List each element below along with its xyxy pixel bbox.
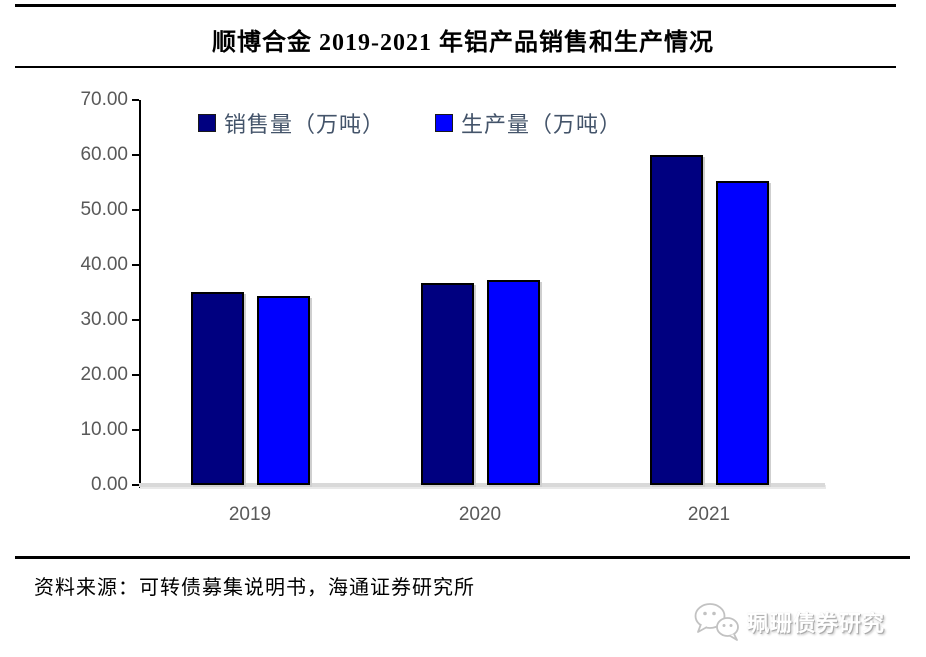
x-axis-baseline <box>139 483 825 487</box>
source-note: 资料来源：可转债募集说明书，海通证券研究所 <box>34 577 475 599</box>
bar-2020-series1 <box>486 280 540 485</box>
y-tick-label: 70.00 <box>80 89 128 110</box>
bar-2019-series0 <box>190 291 244 485</box>
y-tick-mark <box>132 154 139 156</box>
legend-item: 生产量（万吨） <box>435 107 622 139</box>
chart-legend: 销售量（万吨） 生产量（万吨） <box>198 108 622 138</box>
legend-swatch <box>198 114 216 132</box>
y-tick-mark <box>132 99 139 101</box>
wechat-icon <box>694 603 739 641</box>
watermark: 珮珊债券研究 <box>693 602 885 642</box>
bar-2021-series1 <box>715 181 769 485</box>
watermark-text: 珮珊债券研究 <box>747 611 886 636</box>
y-tick-label: 50.00 <box>80 199 128 220</box>
x-tick-label: 2019 <box>228 504 272 525</box>
y-tick-label: 30.00 <box>80 309 128 330</box>
legend-label: 销售量（万吨） <box>224 112 386 137</box>
y-tick-label: 20.00 <box>80 364 128 385</box>
bottom-border-line <box>15 556 910 559</box>
y-tick-mark <box>132 264 139 266</box>
chart-title: 顺博合金 2019-2021 年铝产品销售和生产情况 <box>212 30 714 56</box>
y-tick-mark <box>132 209 139 211</box>
y-tick-mark <box>132 374 139 376</box>
legend-item: 销售量（万吨） <box>198 107 385 139</box>
bar-2021-series0 <box>649 155 703 485</box>
bar-2020-series0 <box>420 282 474 485</box>
legend-swatch <box>435 114 454 132</box>
top-border-line <box>15 4 896 7</box>
y-tick-mark <box>132 484 139 486</box>
bar-chart: 70.00 60.00 50.00 40.00 30.00 20.00 10.00 0.00 … <box>0 89 926 540</box>
y-tick-label: 10.00 <box>80 419 128 440</box>
y-axis-line <box>139 100 141 488</box>
y-tick-label: 60.00 <box>80 144 128 165</box>
y-tick-mark <box>132 429 139 431</box>
y-tick-label: 40.00 <box>80 254 128 275</box>
bar-2019-series1 <box>256 296 310 485</box>
x-tick-label: 2021 <box>687 504 731 525</box>
y-tick-mark <box>132 319 139 321</box>
x-tick-label: 2020 <box>458 504 502 525</box>
y-tick-label: 0.00 <box>91 474 128 495</box>
legend-label: 生产量（万吨） <box>461 112 623 137</box>
title-underline <box>15 66 896 68</box>
